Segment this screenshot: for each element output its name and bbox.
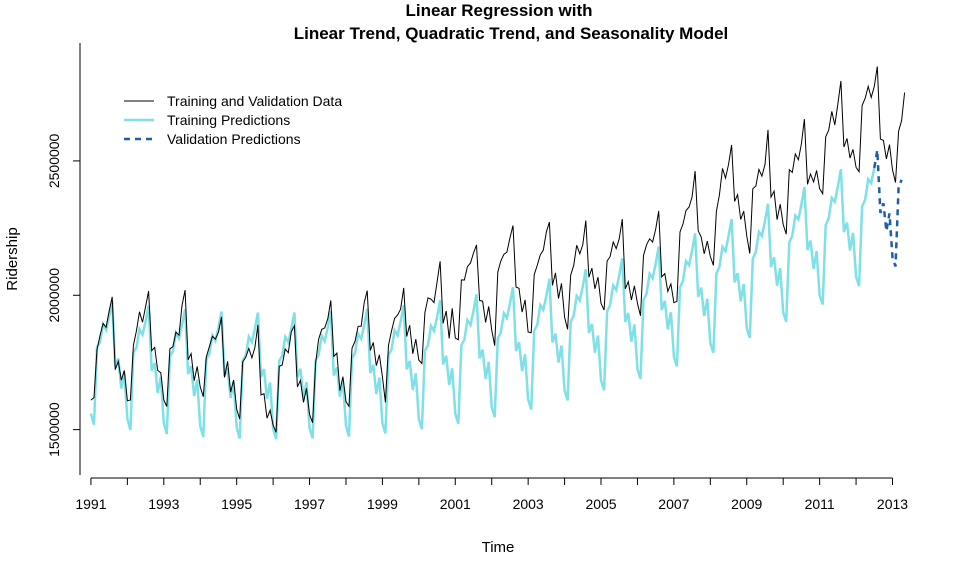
y-tick-label: 2500000	[46, 133, 62, 188]
x-tick-label: 1999	[367, 496, 398, 512]
x-tick-label: 2005	[585, 496, 616, 512]
y-tick-label: 1500000	[46, 402, 62, 457]
x-axis: 1991 1993 1995 1997 1999 2001 2003 2005 2007 2009…	[75, 477, 908, 512]
y-axis: 1500000 2000000 2500000	[46, 43, 81, 475]
series-line-validation-predictions	[873, 149, 903, 267]
x-tick-label: 2003	[513, 496, 544, 512]
x-tick-label: 2013	[877, 496, 908, 512]
series-line-training-and-validation-data	[90, 66, 906, 433]
x-tick-label: 1997	[294, 496, 325, 512]
chart-title-line1: Linear Regression with	[405, 1, 592, 20]
x-tick-label: 2009	[731, 496, 762, 512]
x-tick-label: 1995	[221, 496, 252, 512]
x-axis-label: Time	[482, 539, 515, 556]
legend: Training and Validation Data Training Pre…	[124, 93, 342, 147]
x-tick-label: 1991	[75, 496, 106, 512]
x-tick-label: 2001	[440, 496, 471, 512]
chart-title-line2: Linear Trend, Quadratic Trend, and Seaso…	[294, 24, 729, 43]
y-axis-label: Ridership	[4, 227, 21, 290]
x-tick-label: 2011	[805, 496, 835, 512]
y-tick-label: 2000000	[46, 268, 62, 323]
series-line-training-predictions	[89, 167, 876, 440]
legend-label: Training and Validation Data	[167, 93, 342, 109]
x-tick-label: 2007	[658, 496, 689, 512]
legend-label: Validation Predictions	[167, 131, 301, 147]
plot-area	[89, 66, 906, 440]
x-tick-label: 1993	[148, 496, 179, 512]
legend-label: Training Predictions	[167, 112, 290, 128]
